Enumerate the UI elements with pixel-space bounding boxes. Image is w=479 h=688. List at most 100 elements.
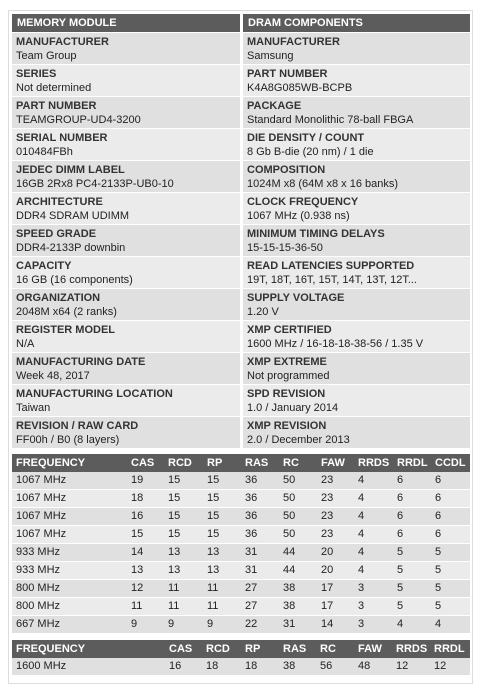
field-label: READ LATENCIES SUPPORTED bbox=[247, 260, 415, 272]
table-cell: 15 bbox=[207, 510, 220, 522]
field-label: CLOCK FREQUENCY bbox=[247, 196, 359, 208]
column-header: RAS bbox=[245, 457, 269, 469]
table-cell: 1067 MHz bbox=[16, 492, 67, 504]
table-row bbox=[12, 526, 470, 543]
report-frame bbox=[8, 10, 473, 684]
table-cell: 20 bbox=[321, 564, 334, 576]
table-cell: 3 bbox=[358, 582, 365, 594]
table-cell: 36 bbox=[245, 492, 258, 504]
table-row bbox=[12, 472, 470, 489]
table-cell: 6 bbox=[435, 474, 442, 486]
table-cell: 4 bbox=[397, 618, 404, 630]
field-cell bbox=[243, 257, 470, 288]
field-cell bbox=[243, 33, 470, 64]
table-row bbox=[12, 580, 470, 597]
table-cell: 1600 MHz bbox=[16, 660, 67, 672]
field-value: DDR4 SDRAM UDIMM bbox=[16, 210, 130, 222]
table-cell: 23 bbox=[321, 510, 334, 522]
table-cell: 31 bbox=[245, 546, 258, 558]
table-cell: 3 bbox=[358, 618, 365, 630]
field-value: 16GB 2Rx8 PC4-2133P-UB0-10 bbox=[16, 178, 174, 190]
table-cell: 800 MHz bbox=[16, 582, 61, 594]
table-cell: 13 bbox=[131, 564, 144, 576]
field-value: 2.0 / December 2013 bbox=[247, 434, 350, 446]
column-header: RP bbox=[207, 457, 223, 469]
table-cell: 1067 MHz bbox=[16, 474, 67, 486]
field-cell bbox=[243, 129, 470, 160]
field-label: REVISION / RAW CARD bbox=[16, 420, 139, 432]
table-cell: 3 bbox=[358, 600, 365, 612]
table-cell: 15 bbox=[168, 492, 181, 504]
table-cell: 12 bbox=[434, 660, 447, 672]
field-value: N/A bbox=[16, 338, 35, 350]
field-cell bbox=[243, 97, 470, 128]
table-cell: 15 bbox=[168, 474, 181, 486]
table-row bbox=[12, 616, 470, 633]
table-cell: 14 bbox=[131, 546, 144, 558]
table-cell: 17 bbox=[321, 600, 334, 612]
field-label: CAPACITY bbox=[16, 260, 72, 272]
column-header: RRDS bbox=[396, 643, 428, 655]
table-cell: 4 bbox=[358, 528, 365, 540]
column-header: RRDS bbox=[358, 457, 390, 469]
field-label: XMP CERTIFIED bbox=[247, 324, 332, 336]
field-cell bbox=[12, 129, 240, 160]
column-header: CCDL bbox=[435, 457, 466, 469]
field-value: 15-15-15-36-50 bbox=[247, 242, 323, 254]
field-value: 1.0 / January 2014 bbox=[247, 402, 339, 414]
field-cell bbox=[243, 385, 470, 416]
table-cell: 12 bbox=[131, 582, 144, 594]
table-cell: 17 bbox=[321, 582, 334, 594]
field-cell bbox=[12, 417, 240, 448]
table-header-bar bbox=[12, 640, 470, 658]
field-cell bbox=[12, 321, 240, 352]
field-cell bbox=[243, 321, 470, 352]
table-cell: 6 bbox=[435, 528, 442, 540]
table-cell: 1067 MHz bbox=[16, 510, 67, 522]
field-cell bbox=[243, 353, 470, 384]
field-label: JEDEC DIMM LABEL bbox=[16, 164, 125, 176]
field-label: XMP EXTREME bbox=[247, 356, 327, 368]
field-value: 8 Gb B-die (20 nm) / 1 die bbox=[247, 146, 374, 158]
field-label: SUPPLY VOLTAGE bbox=[247, 292, 345, 304]
table-cell: 933 MHz bbox=[16, 546, 61, 558]
field-cell bbox=[243, 225, 470, 256]
field-label: MANUFACTURING DATE bbox=[16, 356, 146, 368]
field-label: PACKAGE bbox=[247, 100, 302, 112]
table-row bbox=[12, 598, 470, 615]
field-label: SERIAL NUMBER bbox=[16, 132, 108, 144]
field-cell bbox=[243, 289, 470, 320]
table-cell: 9 bbox=[131, 618, 138, 630]
field-cell bbox=[12, 353, 240, 384]
field-cell bbox=[12, 65, 240, 96]
field-cell bbox=[12, 257, 240, 288]
table-cell: 38 bbox=[283, 582, 296, 594]
table-cell: 6 bbox=[435, 492, 442, 504]
field-label: REGISTER MODEL bbox=[16, 324, 116, 336]
field-cell bbox=[12, 385, 240, 416]
table-cell: 9 bbox=[168, 618, 175, 630]
field-value: Team Group bbox=[16, 50, 77, 62]
table-cell: 15 bbox=[168, 528, 181, 540]
table-cell: 23 bbox=[321, 474, 334, 486]
table-cell: 50 bbox=[283, 510, 296, 522]
table-cell: 15 bbox=[207, 474, 220, 486]
field-value: Samsung bbox=[247, 50, 294, 62]
table-cell: 9 bbox=[207, 618, 214, 630]
field-value: Standard Monolithic 78-ball FBGA bbox=[247, 114, 414, 126]
table-cell: 5 bbox=[435, 582, 442, 594]
field-value: 1067 MHz (0.938 ns) bbox=[247, 210, 350, 222]
table-cell: 4 bbox=[358, 474, 365, 486]
table-cell: 50 bbox=[283, 492, 296, 504]
field-value: TEAMGROUP-UD4-3200 bbox=[16, 114, 141, 126]
table-cell: 56 bbox=[320, 660, 333, 672]
table-cell: 800 MHz bbox=[16, 600, 61, 612]
table-cell: 5 bbox=[397, 564, 404, 576]
table-row bbox=[12, 658, 470, 675]
field-cell bbox=[243, 161, 470, 192]
table-cell: 48 bbox=[358, 660, 371, 672]
column-header: RCD bbox=[206, 643, 230, 655]
table-cell: 6 bbox=[397, 528, 404, 540]
table-cell: 4 bbox=[358, 492, 365, 504]
field-value: 2048M x64 (2 ranks) bbox=[16, 306, 117, 318]
